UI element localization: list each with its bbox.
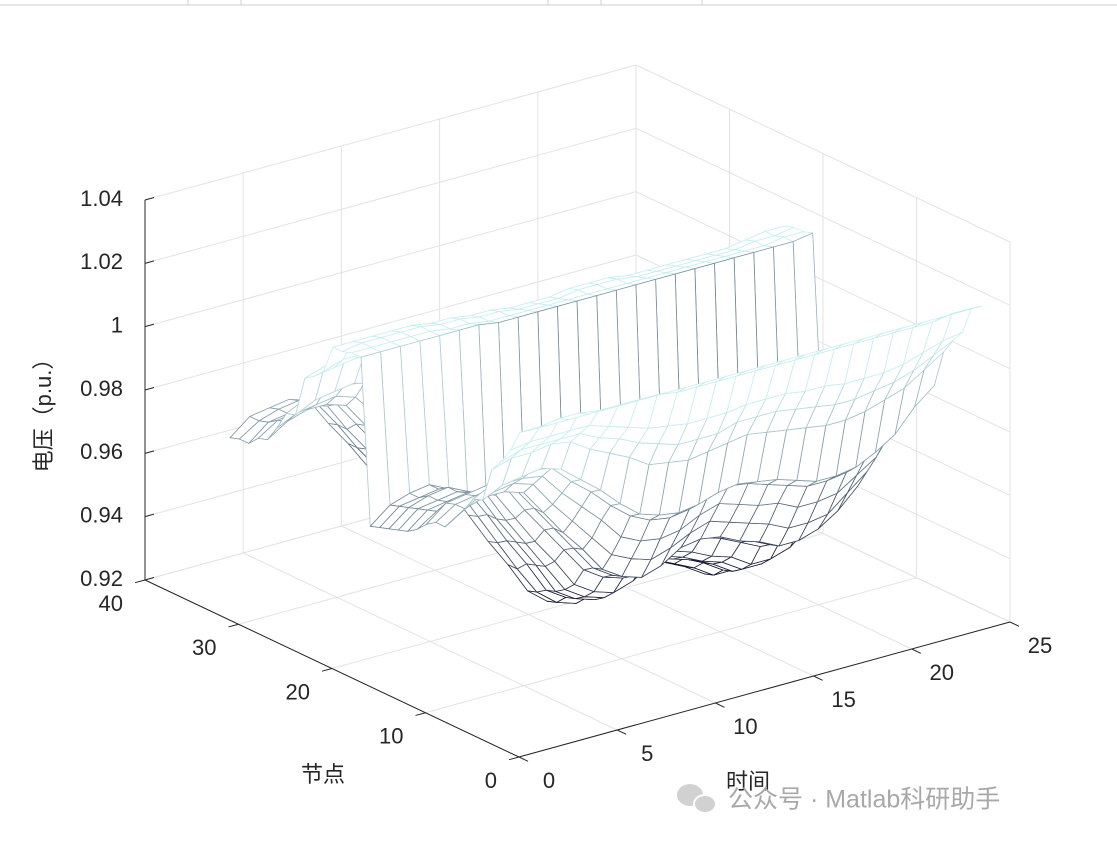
x-tick-label: 5: [641, 741, 653, 766]
x-tick-label: 15: [831, 687, 855, 712]
x-tick: [715, 702, 725, 708]
x-tick: [813, 675, 823, 681]
x-tick-label: 0: [543, 768, 555, 793]
z-tick-label: 0.96: [80, 439, 123, 464]
y-tick-label: 30: [192, 635, 216, 660]
x-tick-label: 25: [1028, 633, 1052, 658]
axes: 0 5 10 15 20 25 0 10 20 30 400.92 0.94 0.96 0.98 1 1.02…: [80, 186, 1052, 793]
y-tick: [415, 712, 426, 716]
z-tick: [144, 577, 155, 581]
grid-line: [425, 577, 917, 714]
x-tick: [616, 729, 627, 735]
z-tick: [144, 323, 155, 328]
z-tick: [144, 513, 155, 518]
grid-line: [635, 64, 1011, 243]
y-tick-label: 0: [485, 768, 497, 793]
watermark-icon: [677, 784, 717, 814]
y-tick-label: 10: [379, 724, 403, 749]
grid-line: [144, 254, 637, 391]
surface-cell: [519, 424, 550, 433]
x-tick: [911, 648, 922, 654]
watermark: 公众号 · Matlab科研助手: [728, 786, 1000, 814]
x-tick-label: 10: [733, 714, 757, 739]
y-tick-label: 40: [99, 591, 123, 616]
z-tick-label: 1.02: [80, 249, 123, 274]
z-tick-label: 1.04: [80, 186, 123, 211]
y-tick-label: 20: [286, 679, 310, 704]
y-tick: [134, 579, 146, 584]
y-tick: [321, 668, 333, 672]
z-tick-label: 0.92: [80, 566, 123, 591]
x-tick: [1009, 621, 1020, 627]
grid-line: [144, 64, 637, 201]
z-tick-label: 0.94: [80, 502, 123, 527]
grid-line: [144, 191, 637, 328]
x-axis-label: 时间: [726, 769, 770, 794]
x-tick: [518, 756, 529, 762]
z-axis-label: 电压（p.u.）: [31, 348, 56, 473]
y-tick: [228, 623, 239, 628]
surface: [229, 225, 982, 604]
z-tick-label: 1: [111, 312, 123, 337]
x-tick-label: 20: [930, 660, 954, 685]
z-tick: [144, 450, 155, 454]
z-tick: [144, 260, 155, 264]
z-tick: [144, 197, 155, 201]
y-axis-label: 节点: [301, 762, 345, 787]
y-axis-line: [144, 579, 520, 758]
x-axis-line: [518, 621, 1011, 758]
toolbar-strip: [0, 0, 1117, 6]
z-tick: [144, 387, 155, 391]
y-tick: [508, 756, 520, 761]
grid-line: [635, 127, 1011, 306]
z-tick-label: 0.98: [80, 376, 123, 401]
grid-line: [144, 127, 637, 264]
